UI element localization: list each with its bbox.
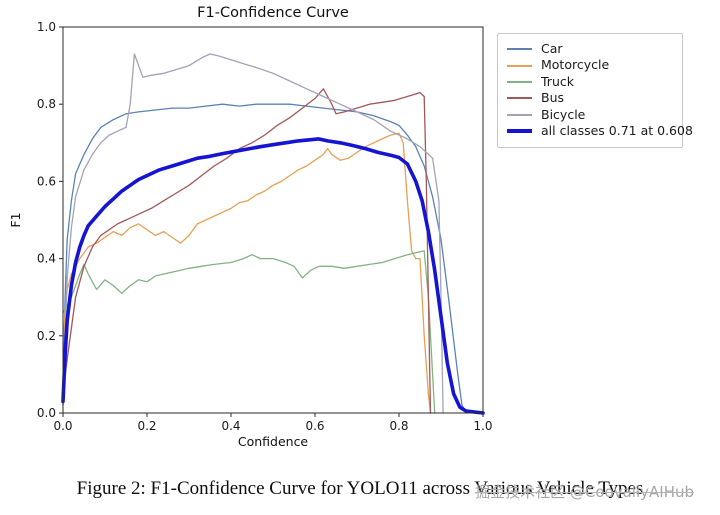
y-tick-label: 0.8 [37, 97, 56, 111]
plot-box [62, 26, 484, 414]
y-tick-label: 0.0 [37, 406, 56, 420]
x-axis-label: Confidence [238, 434, 309, 449]
legend-label: Car [541, 41, 563, 56]
y-tick-label: 1.0 [37, 20, 56, 34]
legend-item-all-classes: all classes 0.71 at 0.608 [507, 123, 693, 138]
figure-caption: Figure 2: F1-Confidence Curve for YOLO11… [76, 478, 644, 499]
motorcycle-line-swatch [507, 64, 532, 67]
truck-series-line [62, 250, 436, 414]
legend-label: all classes 0.71 at 0.608 [541, 122, 693, 138]
truck-line-swatch [507, 80, 532, 83]
legend-label: Truck [541, 73, 574, 89]
legend-label: Bus [541, 90, 565, 106]
x-tick-label: 0.6 [305, 419, 324, 433]
x-tick-label: 0.4 [221, 419, 240, 433]
y-axis-label: F1 [8, 212, 23, 227]
all-classes-line-swatch [507, 129, 532, 134]
f1-chart-svg: F1-Confidence Curve Confidence F1 0.0 0.2 0.4… [8, 5, 493, 449]
y-tick-label: 0.2 [37, 329, 56, 343]
x-tick-label: 0.0 [53, 419, 72, 433]
x-tick-label: 0.8 [389, 419, 408, 433]
legend-label: Bicycle [541, 106, 586, 122]
legend-item-bicycle: Bicycle [507, 106, 672, 122]
bus-series-line [62, 88, 432, 414]
legend-item-bus: Bus [507, 90, 672, 106]
legend-label: Motorcycle [541, 57, 610, 73]
watermark: 掘金技术社区 @CoovallyAIHub [475, 483, 694, 501]
x-tick-label: 1.0 [473, 419, 492, 433]
all-series-line [61, 137, 485, 415]
bicycle-series-line [62, 53, 444, 414]
y-tick-label: 0.6 [37, 174, 56, 188]
bicycle-line-swatch [507, 113, 532, 116]
motorcycle-series-line [62, 132, 432, 414]
bus-line-swatch [507, 97, 532, 100]
chart-legend: Car Motorcycle Truck Bus Bicycle all cla… [497, 33, 693, 149]
x-tick-label: 0.2 [137, 419, 156, 433]
y-tick-label: 0.4 [37, 252, 56, 266]
f1-confidence-chart: F1-Confidence Curve Confidence F1 0.0 0.2 0.4… [8, 5, 493, 449]
legend-item-car: Car [507, 41, 672, 56]
car-line-swatch [507, 48, 532, 51]
legend-item-motorcycle: Motorcycle [507, 57, 672, 73]
legend-item-truck: Truck [507, 73, 672, 89]
chart-title: F1-Confidence Curve [197, 5, 349, 21]
